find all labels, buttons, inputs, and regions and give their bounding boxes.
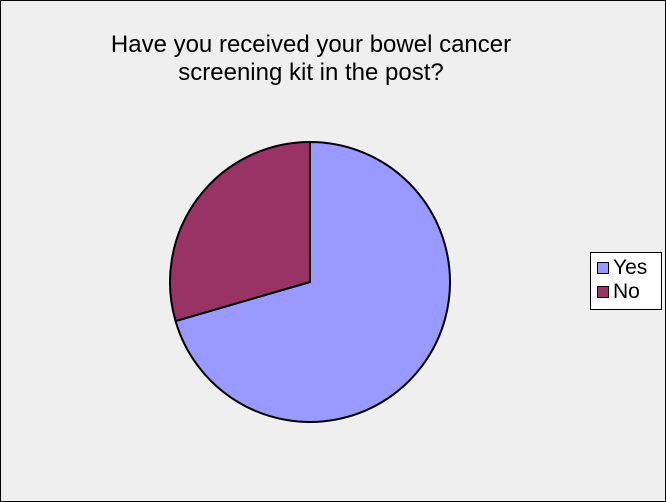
- legend-item-yes: Yes: [597, 256, 661, 280]
- legend-label-no: No: [613, 280, 640, 303]
- chart-title: Have you received your bowel cancer scre…: [41, 31, 581, 87]
- legend-label-yes: Yes: [613, 256, 648, 279]
- chart-title-line-1: Have you received your bowel cancer: [110, 31, 512, 58]
- chart-title-line-2: screening kit in the post?: [178, 59, 444, 86]
- legend-swatch-yes: [597, 262, 609, 274]
- pie-slice-yes: [174, 141, 451, 423]
- legend-item-no: No: [597, 280, 661, 304]
- pie-slice-no: [169, 141, 311, 323]
- chart-legend: Yes No: [590, 252, 662, 310]
- legend-swatch-no: [597, 286, 609, 298]
